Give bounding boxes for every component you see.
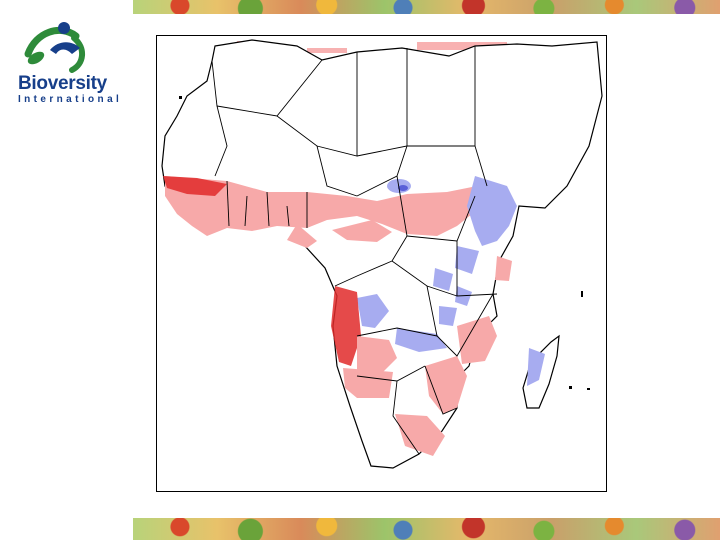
sahel-increase-zone: [165, 176, 482, 248]
small-islands: [179, 96, 590, 390]
logo-subtitle: International: [18, 94, 123, 105]
logo-name: Bioversity: [18, 73, 107, 94]
southern-africa-increase-zone: [395, 332, 491, 456]
country-borders: [211, 46, 498, 455]
bioversity-logo: Bioversity International: [14, 18, 123, 105]
lake-chad-strong-decrease: [398, 185, 408, 191]
top-decorative-banner: [133, 0, 720, 14]
angola-increase-zone: [331, 286, 397, 398]
africa-map-canvas: [161, 39, 603, 469]
central-africa-decrease-zone: [357, 268, 545, 446]
west-coast-strong-increase: [163, 176, 227, 196]
bottom-decorative-banner: [133, 518, 720, 540]
logo-emblem-icon: [24, 22, 85, 73]
africa-map: [156, 35, 607, 492]
